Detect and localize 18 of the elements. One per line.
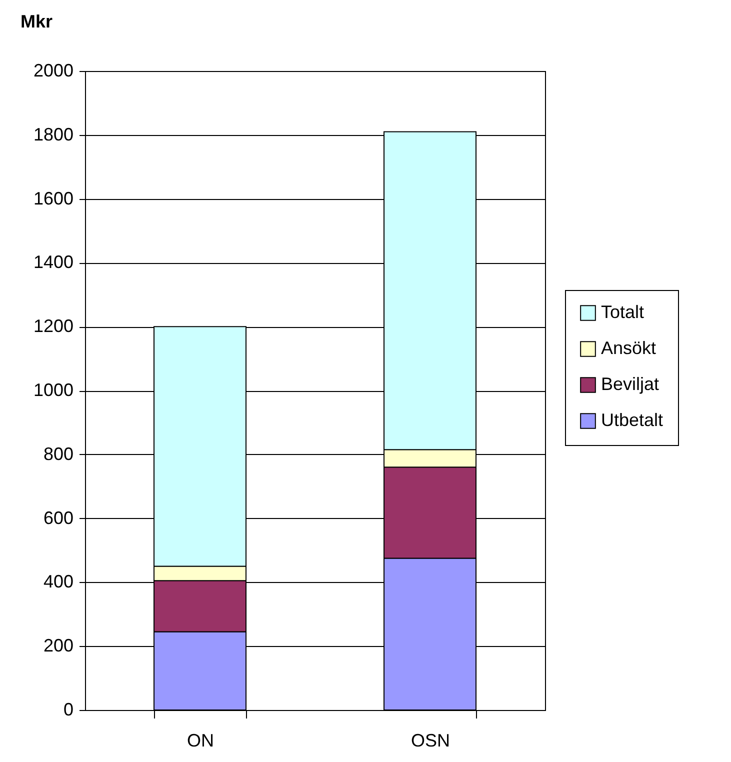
y-tick-label: 1600 [33,188,74,208]
y-tick-label: 0 [63,700,74,720]
x-tick-label: OSN [410,730,450,750]
legend-label: Beviljat [601,374,660,394]
y-tick-label: 1800 [33,124,74,144]
legend-label: Ansökt [601,338,656,358]
y-tick-label: 1400 [33,252,74,272]
legend-label: Utbetalt [601,410,664,430]
y-tick-label: 1200 [33,316,74,336]
y-tick-label: 200 [43,636,74,656]
y-tick-label: 400 [43,572,74,592]
y-axis-title: Mkr [20,12,53,32]
x-tick-label: ON [187,730,214,750]
y-tick-label: 800 [43,444,74,464]
legend-label: Totalt [601,302,644,322]
y-tick-label: 600 [43,508,74,528]
y-tick-label: 1000 [33,380,74,400]
y-tick-label: 2000 [33,60,74,80]
